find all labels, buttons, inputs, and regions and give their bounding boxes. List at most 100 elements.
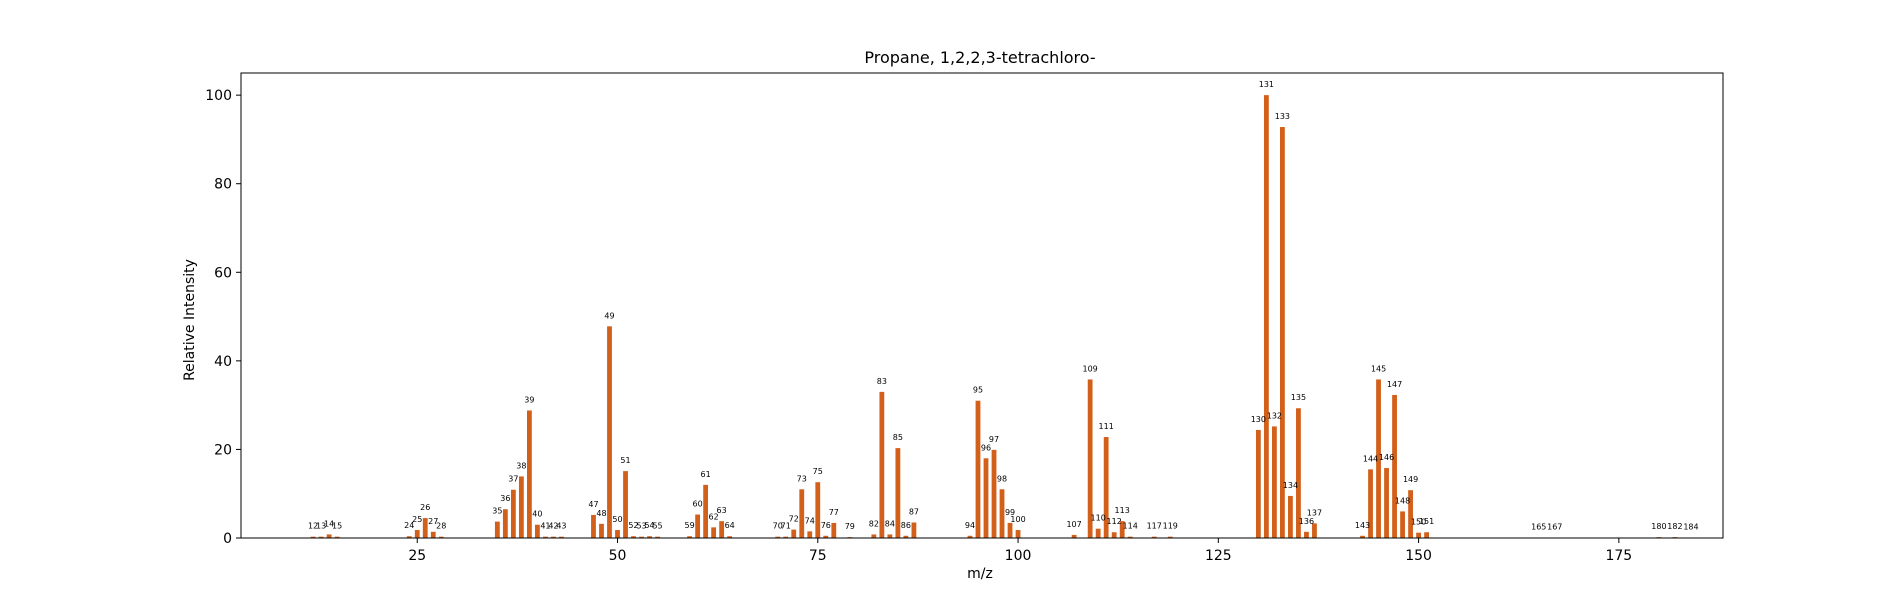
- y-tick-label: 40: [214, 354, 232, 370]
- bar-mz-28: [438, 536, 444, 538]
- bar-mz-53: [639, 536, 644, 538]
- peak-label-72: 72: [789, 515, 799, 524]
- peak-label-184: 184: [1683, 523, 1698, 532]
- peak-label-165: 165: [1531, 523, 1546, 532]
- peak-label-110: 110: [1091, 514, 1106, 523]
- peak-label-119: 119: [1163, 522, 1178, 531]
- bar-mz-112: [1111, 532, 1117, 538]
- peak-label-76: 76: [821, 521, 831, 530]
- bar-mz-143: [1360, 535, 1365, 538]
- bar-mz-137: [1312, 523, 1317, 538]
- bar-mz-113: [1119, 521, 1125, 538]
- peak-label-39: 39: [524, 395, 534, 404]
- y-tick-label: 80: [214, 177, 232, 193]
- peak-label-84: 84: [885, 519, 895, 528]
- peak-label-64: 64: [725, 521, 735, 530]
- bar-mz-131: [1263, 95, 1269, 539]
- peak-label-75: 75: [813, 467, 823, 476]
- bar-mz-13: [318, 536, 324, 538]
- x-tick-label: 25: [408, 548, 426, 564]
- peak-label-133: 133: [1275, 112, 1290, 121]
- bar-mz-151: [1424, 532, 1430, 538]
- bar-mz-95: [975, 400, 981, 538]
- peak-label-74: 74: [805, 516, 815, 525]
- bar-mz-83: [879, 391, 885, 538]
- peak-label-62: 62: [709, 512, 719, 521]
- peak-label-145: 145: [1371, 364, 1386, 373]
- bar-mz-52: [631, 536, 636, 538]
- bar-mz-97: [991, 449, 997, 538]
- bar-mz-72: [791, 529, 797, 538]
- bar-mz-107: [1071, 534, 1077, 538]
- x-tick-label: 175: [1605, 548, 1632, 564]
- bar-mz-133: [1280, 127, 1285, 539]
- x-tick-label: 75: [809, 548, 827, 564]
- peak-label-77: 77: [829, 508, 839, 517]
- bar-mz-47: [591, 514, 596, 538]
- bar-mz-146: [1384, 468, 1389, 538]
- bar-mz-25: [414, 530, 420, 538]
- peak-label-14: 14: [324, 519, 334, 528]
- bar-mz-59: [687, 536, 693, 538]
- peak-label-117: 117: [1147, 522, 1162, 531]
- peak-label-49: 49: [604, 311, 614, 320]
- bar-mz-135: [1296, 408, 1301, 538]
- bar-mz-27: [430, 531, 436, 538]
- bar-mz-98: [999, 489, 1005, 538]
- peak-label-53: 53: [636, 522, 646, 531]
- x-axis: 25 50 75 100 125 150 175: [408, 538, 1632, 564]
- peak-label-50: 50: [612, 515, 622, 524]
- bar-mz-86: [903, 535, 909, 538]
- peak-label-111: 111: [1099, 422, 1114, 431]
- bar-mz-144: [1368, 469, 1373, 538]
- bar-mz-145: [1376, 379, 1381, 538]
- peak-label-96: 96: [981, 443, 991, 452]
- peak-label-134: 134: [1283, 481, 1298, 490]
- bar-mz-26: [422, 518, 428, 538]
- peak-label-87: 87: [909, 508, 919, 517]
- peak-label-85: 85: [893, 433, 903, 442]
- peak-label-15: 15: [332, 522, 342, 531]
- peak-label-54: 54: [644, 521, 654, 530]
- peak-label-143: 143: [1355, 521, 1370, 530]
- bar-mz-35: [494, 521, 500, 538]
- peak-label-97: 97: [989, 435, 999, 444]
- bar-mz-147: [1392, 394, 1397, 538]
- peak-label-27: 27: [428, 517, 438, 526]
- y-axis-title: Relative Intensity: [182, 259, 198, 381]
- bar-mz-74: [807, 531, 813, 538]
- bar-mz-51: [623, 471, 628, 538]
- peak-label-182: 182: [1667, 522, 1682, 531]
- peak-label-98: 98: [997, 474, 1007, 483]
- bar-mz-38: [518, 476, 524, 538]
- peak-label-113: 113: [1115, 506, 1130, 515]
- peak-label-61: 61: [701, 470, 711, 479]
- bar-mz-42: [551, 536, 556, 538]
- bar-mz-84: [887, 534, 893, 538]
- bar-mz-63: [719, 521, 725, 538]
- bar-mz-100: [1015, 530, 1021, 538]
- bar-mz-37: [510, 489, 516, 538]
- bar-mz-76: [823, 535, 829, 538]
- bar-mz-96: [983, 458, 989, 538]
- peak-label-60: 60: [693, 500, 703, 509]
- peak-label-130: 130: [1251, 415, 1266, 424]
- peak-label-137: 137: [1307, 508, 1322, 517]
- bar-mz-109: [1087, 379, 1093, 538]
- y-axis: 0 20 40 60 80 100: [205, 88, 241, 547]
- peak-label-43: 43: [556, 522, 566, 531]
- bar-mz-82: [871, 534, 877, 538]
- peak-label-147: 147: [1387, 380, 1402, 389]
- peak-label-180: 180: [1651, 522, 1666, 531]
- peak-label-37: 37: [508, 475, 518, 484]
- bar-mz-87: [911, 522, 917, 538]
- peak-label-55: 55: [652, 522, 662, 531]
- bar-mz-134: [1288, 495, 1293, 538]
- bar-mz-41: [543, 536, 548, 538]
- peak-label-132: 132: [1267, 411, 1282, 420]
- bar-mz-77: [831, 522, 837, 538]
- peak-label-25: 25: [412, 515, 422, 524]
- peak-label-79: 79: [845, 522, 855, 531]
- bar-mz-12: [310, 536, 316, 538]
- bar-mz-150: [1416, 532, 1421, 538]
